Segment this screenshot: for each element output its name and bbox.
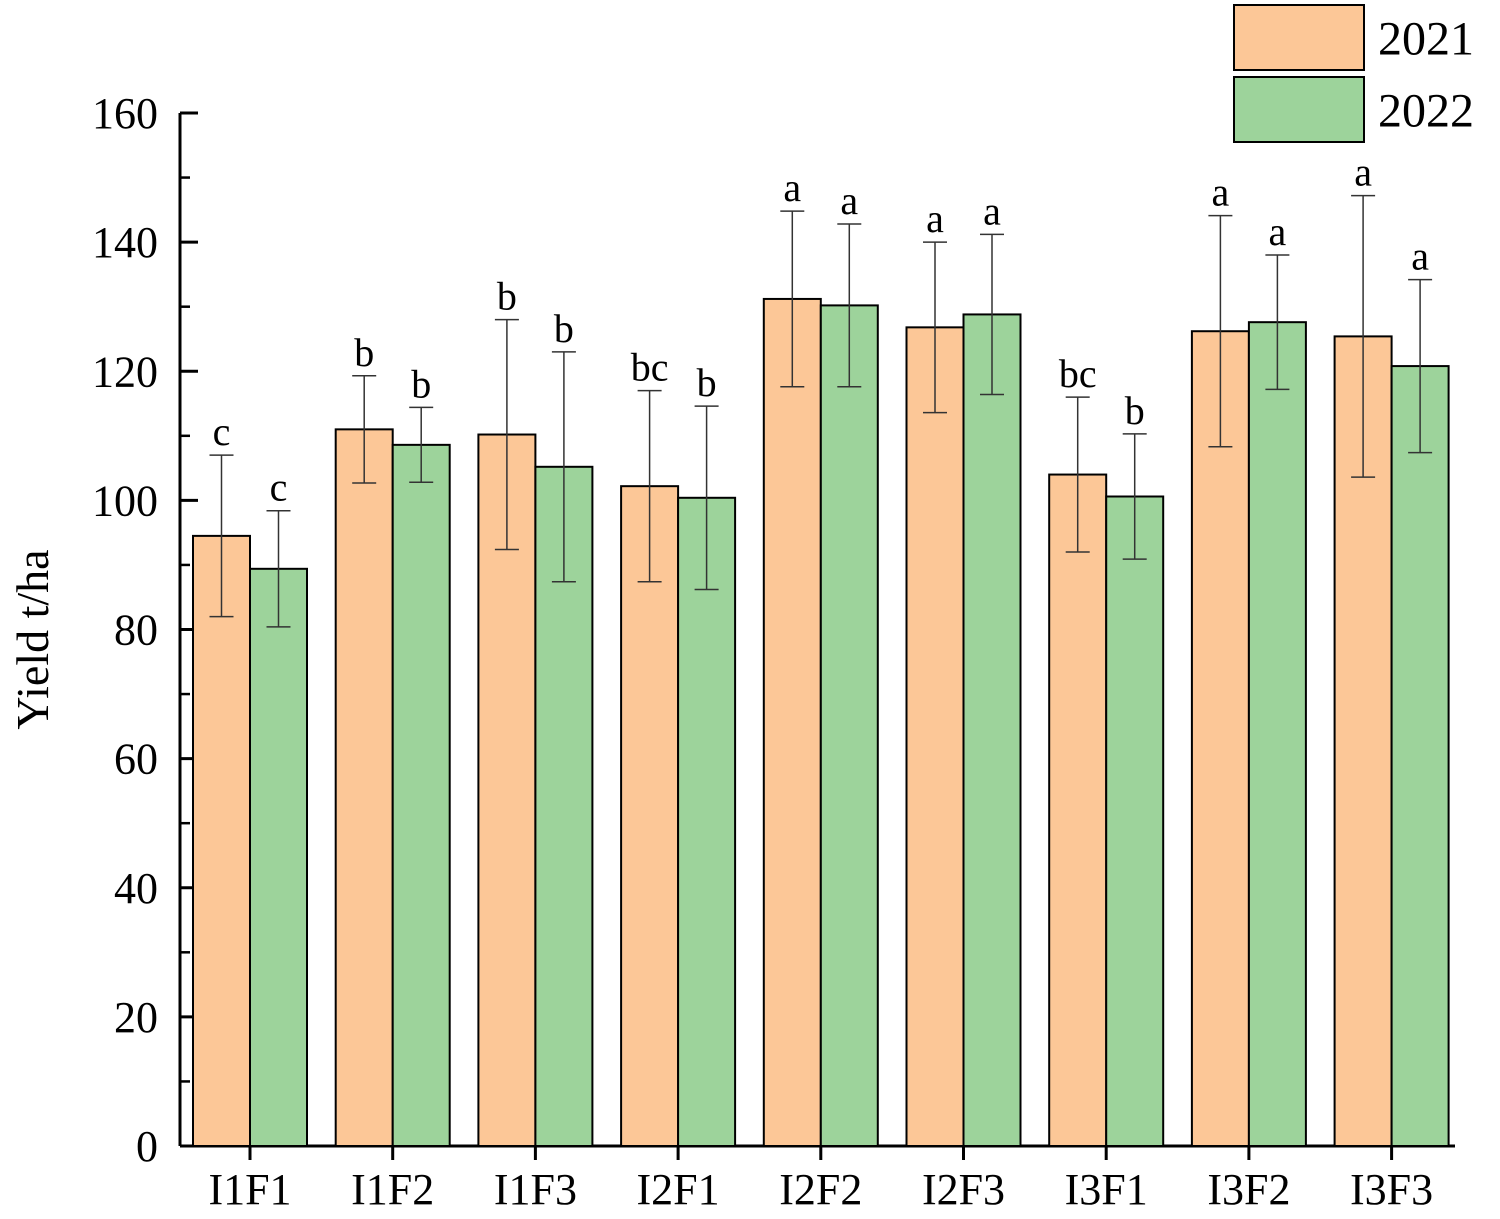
bar-2022-I3F3 (1390, 365, 1450, 1147)
legend-swatch-2021 (1233, 4, 1365, 71)
legend-swatch-2022 (1233, 76, 1365, 143)
x-tick-label: I3F2 (1207, 1165, 1290, 1214)
y-tick-label: 80 (114, 606, 158, 655)
significance-label: c (213, 409, 231, 454)
bar-2021-I1F1 (192, 534, 251, 1147)
significance-label: c (270, 465, 288, 510)
significance-label: a (1212, 170, 1230, 215)
x-tick-label: I1F3 (494, 1165, 577, 1214)
x-tick-label: I3F3 (1350, 1165, 1433, 1214)
bar-2021-I1F2 (334, 428, 394, 1147)
x-tick-label: I2F1 (637, 1165, 720, 1214)
significance-label: b (554, 306, 574, 351)
bar-2021-I2F3 (905, 326, 965, 1148)
significance-label: b (497, 274, 517, 319)
y-tick-label: 60 (114, 735, 158, 784)
x-tick-label: I1F2 (351, 1165, 434, 1214)
significance-label: bc (631, 345, 669, 390)
significance-label: a (983, 188, 1001, 233)
bar-2022-I2F1 (677, 496, 737, 1148)
bar-2021-I3F1 (1048, 473, 1108, 1147)
significance-label: bc (1059, 351, 1097, 396)
y-tick-label: 140 (92, 218, 158, 267)
bar-2021-I2F1 (620, 485, 680, 1147)
bar-2022-I3F1 (1105, 495, 1165, 1148)
legend-label: 2021 (1378, 13, 1474, 66)
bar-2022-I2F3 (962, 313, 1022, 1147)
significance-label: b (697, 360, 717, 405)
x-tick-label: I2F3 (922, 1165, 1005, 1214)
x-tick-label: I3F1 (1065, 1165, 1148, 1214)
significance-label: a (783, 165, 801, 210)
significance-label: a (1411, 234, 1429, 279)
bar-2022-I1F3 (534, 465, 594, 1147)
y-tick-label: 20 (114, 993, 158, 1042)
significance-label: a (1354, 150, 1372, 195)
x-tick-label: I1F1 (208, 1165, 291, 1214)
significance-label: a (926, 196, 944, 241)
significance-label: b (354, 330, 374, 375)
bar-2022-I2F2 (819, 304, 879, 1147)
y-tick-label: 0 (136, 1122, 158, 1171)
significance-label: b (411, 361, 431, 406)
legend-label: 2022 (1378, 85, 1474, 138)
bar-2021-I3F2 (1190, 330, 1250, 1147)
bar-2022-I1F2 (391, 443, 451, 1147)
y-tick-label: 40 (114, 864, 158, 913)
bar-2022-I3F2 (1247, 321, 1307, 1147)
significance-label: a (840, 178, 858, 223)
y-tick-label: 160 (92, 89, 158, 138)
y-axis-title: Yield t/ha (7, 549, 58, 729)
y-tick-label: 120 (92, 347, 158, 396)
y-tick-label: 100 (92, 476, 158, 525)
x-tick-label: I2F2 (779, 1165, 862, 1214)
bar-2021-I2F2 (762, 297, 822, 1147)
bar-2022-I1F1 (249, 567, 308, 1147)
significance-label: a (1269, 209, 1287, 254)
significance-label: b (1125, 388, 1145, 433)
